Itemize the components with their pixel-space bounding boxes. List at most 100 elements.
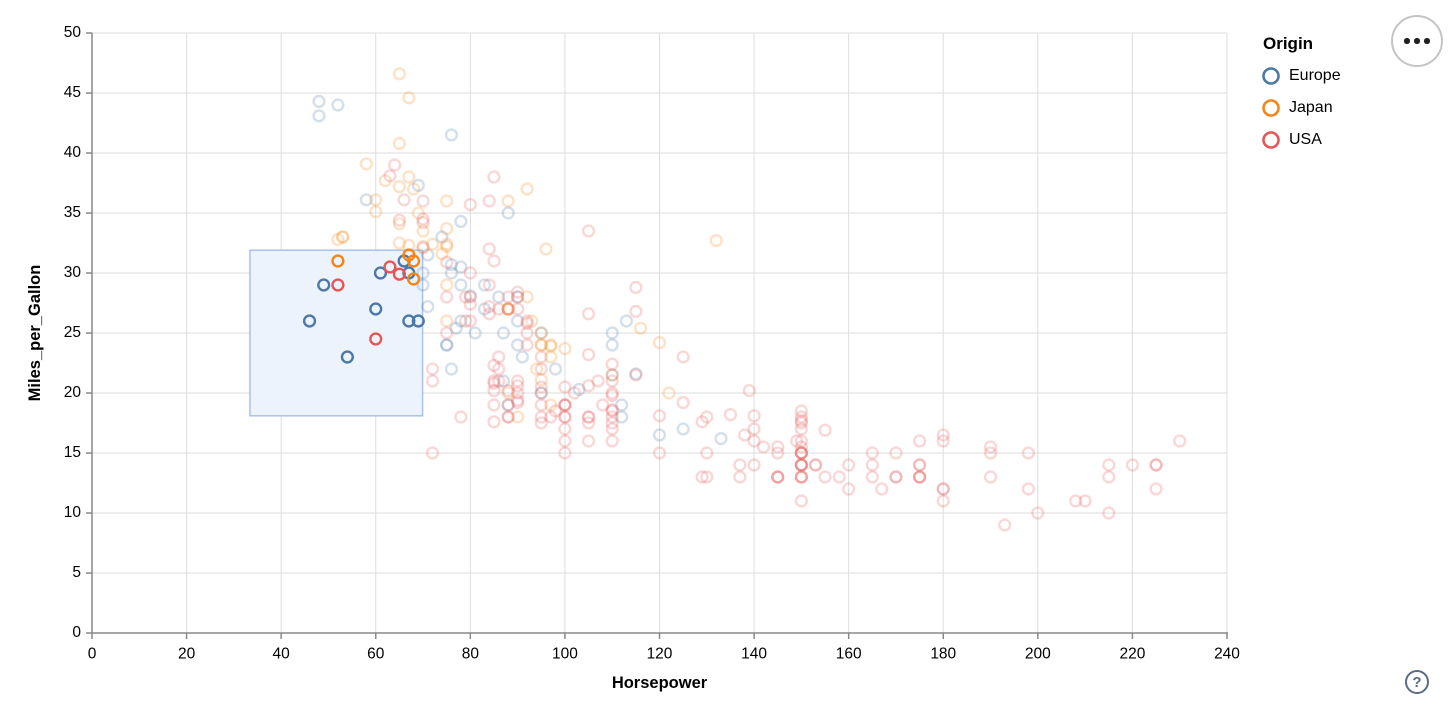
- data-point: [794, 434, 808, 448]
- data-point: [605, 357, 619, 371]
- y-tick-label: 10: [64, 504, 82, 521]
- data-point: [1149, 458, 1163, 472]
- data-point: [511, 302, 525, 316]
- data-point: [709, 234, 723, 248]
- data-point: [402, 170, 416, 184]
- data-point: [619, 314, 633, 328]
- legend-label: Europe: [1289, 67, 1341, 84]
- data-point: [392, 67, 406, 81]
- data-point: [359, 193, 373, 207]
- data-point: [440, 194, 454, 208]
- brush-selection[interactable]: [249, 249, 424, 417]
- data-point: [392, 180, 406, 194]
- data-point: [747, 422, 761, 436]
- x-tick-label: 220: [1119, 645, 1145, 662]
- data-point: [383, 169, 397, 183]
- data-point: [700, 470, 714, 484]
- legend-symbol: [1262, 131, 1280, 149]
- data-point: [615, 410, 629, 424]
- data-point: [534, 338, 548, 352]
- data-point: [411, 178, 425, 193]
- data-point: [482, 194, 496, 208]
- data-point: [482, 242, 496, 256]
- data-point: [581, 307, 596, 321]
- data-point: [544, 410, 558, 424]
- data-point: [794, 416, 808, 430]
- data-point: [373, 266, 388, 280]
- data-point: [425, 362, 440, 376]
- data-point: [771, 440, 785, 454]
- legend-item-usa: USA: [1262, 131, 1322, 149]
- data-point: [913, 458, 927, 472]
- data-point: [477, 278, 492, 292]
- x-tick-label: 180: [930, 645, 956, 662]
- data-point: [605, 403, 619, 417]
- data-point: [605, 368, 619, 382]
- data-point: [818, 423, 832, 437]
- data-point: [463, 289, 477, 303]
- data-point: [581, 410, 596, 424]
- data-point: [733, 470, 747, 484]
- y-tick-label: 20: [64, 384, 82, 401]
- help-button[interactable]: ?: [1405, 670, 1429, 694]
- data-point: [936, 434, 950, 448]
- data-point: [482, 307, 496, 321]
- data-point: [544, 398, 558, 412]
- data-point: [1031, 506, 1045, 520]
- menu-button[interactable]: [1391, 15, 1443, 67]
- data-point: [416, 266, 430, 280]
- data-point: [421, 248, 435, 262]
- legend-title: Origin: [1263, 34, 1313, 53]
- data-point: [652, 446, 667, 460]
- data-point: [501, 398, 515, 412]
- data-point: [501, 302, 515, 316]
- data-point: [440, 237, 454, 251]
- menu-dot: [1414, 38, 1420, 44]
- data-point: [411, 314, 425, 328]
- data-point: [794, 404, 808, 418]
- menu-dot: [1404, 38, 1410, 44]
- data-point: [416, 224, 430, 238]
- data-point: [402, 238, 416, 253]
- data-point: [501, 206, 515, 220]
- data-point: [496, 326, 511, 340]
- data-point: [581, 410, 596, 424]
- menu-dot: [1424, 38, 1430, 44]
- data-point: [336, 230, 350, 244]
- data-point: [794, 410, 808, 424]
- data-point: [487, 170, 501, 184]
- data-point: [511, 314, 525, 328]
- data-point: [463, 290, 477, 304]
- x-tick-label: 0: [88, 645, 97, 662]
- data-point: [492, 302, 506, 316]
- y-tick-label: 30: [64, 264, 82, 281]
- data-point: [733, 458, 747, 472]
- legend-item-europe: Europe: [1262, 67, 1341, 85]
- data-point: [662, 386, 676, 400]
- data-point: [794, 422, 808, 436]
- data-point: [463, 266, 477, 280]
- data-point: [1102, 470, 1116, 484]
- data-point: [511, 285, 525, 299]
- data-point: [525, 314, 539, 328]
- data-point: [492, 290, 506, 304]
- data-point: [747, 409, 761, 423]
- data-point: [794, 458, 808, 472]
- data-point: [998, 518, 1012, 532]
- data-point: [440, 255, 454, 269]
- data-point: [558, 398, 572, 412]
- data-point: [794, 446, 808, 460]
- data-point: [596, 398, 610, 412]
- data-point: [336, 230, 350, 244]
- data-point: [359, 157, 373, 171]
- data-point: [572, 382, 586, 397]
- data-point: [591, 374, 605, 388]
- legend-symbol: [1262, 67, 1280, 85]
- data-point: [747, 458, 761, 472]
- data-point: [369, 205, 383, 219]
- data-point: [406, 272, 421, 286]
- data-point: [794, 446, 808, 460]
- data-point: [501, 302, 515, 316]
- data-point: [534, 398, 548, 412]
